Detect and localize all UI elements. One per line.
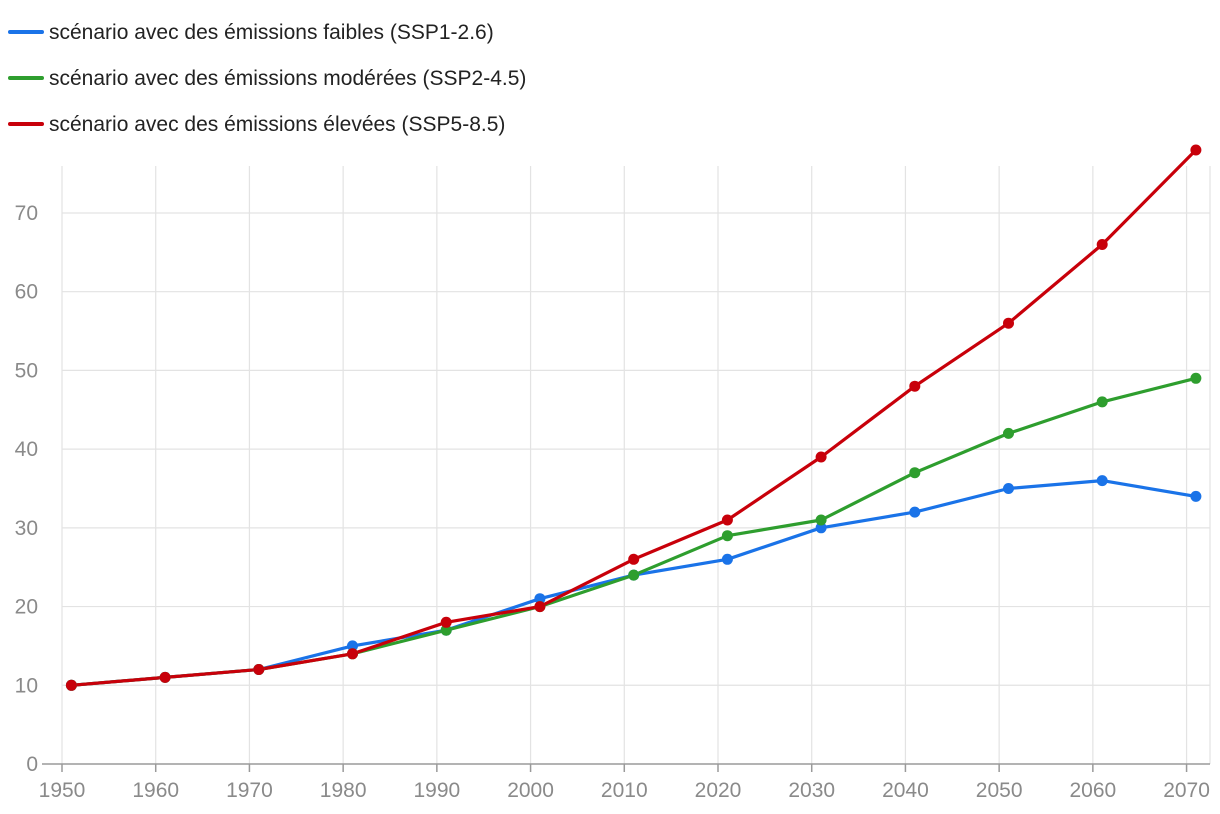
y-tick-label: 50 [15, 359, 38, 382]
data-point-series-3 [347, 648, 358, 660]
y-tick-label: 20 [15, 596, 38, 619]
legend-label: scénario avec des émissions modérées (SS… [49, 67, 526, 90]
y-tick-label: 30 [15, 517, 38, 540]
x-tick-label: 2000 [507, 779, 554, 802]
legend-item: scénario avec des émissions élevées (SSP… [8, 113, 505, 136]
x-tick-label: 2060 [1069, 779, 1116, 802]
data-point-series-1 [815, 522, 827, 534]
data-point-series-3 [440, 616, 452, 628]
data-point-series-1 [1096, 475, 1108, 487]
data-point-series-3 [1003, 317, 1014, 329]
data-point-series-3 [721, 514, 733, 526]
data-point-series-2 [1190, 372, 1202, 384]
x-tick-label: 1970 [226, 779, 273, 802]
x-tick-label: 2030 [788, 779, 835, 802]
series-line-1 [69, 479, 1198, 687]
y-tick-label: 10 [15, 674, 38, 697]
x-tick-label: 2050 [976, 779, 1023, 802]
data-point-series-3 [534, 601, 546, 613]
legend-label: scénario avec des émissions élevées (SSP… [49, 113, 505, 136]
legend-label: scénario avec des émissions faibles (SSP… [49, 21, 494, 44]
x-tick-label: 2070 [1163, 779, 1210, 802]
data-point-series-1 [1003, 483, 1014, 494]
legend: scénario avec des émissions faibles (SSP… [8, 21, 526, 136]
series-lines [69, 148, 1198, 687]
x-tick-label: 2040 [882, 779, 929, 802]
data-point-series-3 [628, 553, 640, 565]
data-point-series-3 [253, 664, 265, 675]
legend-item: scénario avec des émissions faibles (SSP… [8, 21, 494, 44]
x-tick-label: 1980 [320, 779, 367, 802]
y-tick-label: 0 [26, 753, 38, 776]
data-point-series-1 [721, 553, 733, 565]
data-point-series-3 [909, 380, 921, 392]
series-line-2 [69, 376, 1198, 687]
data-point-series-2 [628, 569, 640, 581]
x-tick-label: 1960 [132, 779, 179, 802]
data-point-series-3 [1190, 144, 1202, 156]
data-point-series-1 [347, 640, 358, 652]
data-point-series-2 [815, 514, 827, 526]
x-tick-label: 2020 [695, 779, 742, 802]
x-tick-label: 2010 [601, 779, 648, 802]
data-point-series-1 [534, 593, 546, 605]
data-point-series-2 [721, 530, 733, 542]
legend-item: scénario avec des émissions modérées (SS… [8, 67, 526, 90]
data-point-series-2 [909, 467, 921, 479]
data-point-series-3 [1096, 239, 1108, 250]
data-point-series-3 [815, 451, 827, 463]
grid [61, 166, 1211, 764]
data-point-series-1 [1190, 490, 1202, 502]
data-point-series-2 [1003, 427, 1014, 439]
data-point-series-1 [909, 506, 921, 518]
y-tick-label: 40 [15, 438, 38, 461]
y-tick-label: 60 [15, 281, 38, 304]
series-line-3 [69, 148, 1198, 687]
series-points [65, 144, 1202, 691]
y-tick-label: 70 [15, 202, 38, 225]
x-tick-label: 1990 [413, 779, 460, 802]
data-point-series-2 [1096, 396, 1108, 408]
x-tick-label: 1950 [39, 779, 86, 802]
data-point-series-3 [65, 679, 77, 691]
data-point-series-2 [440, 624, 452, 636]
data-point-series-3 [159, 671, 171, 683]
